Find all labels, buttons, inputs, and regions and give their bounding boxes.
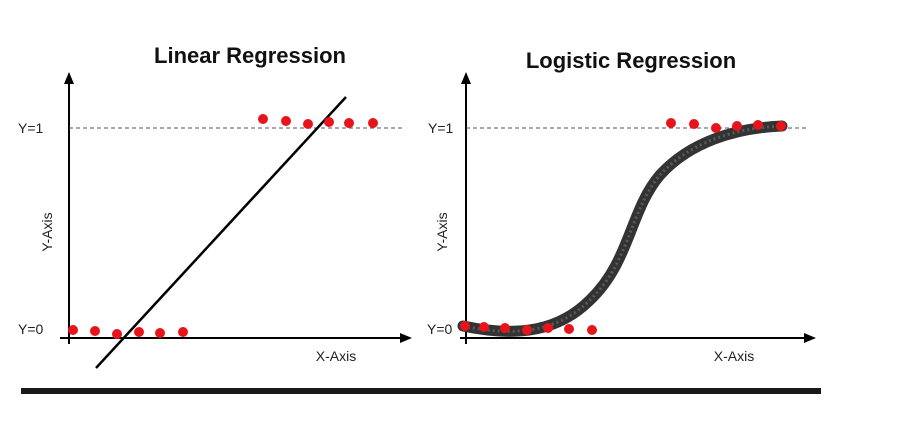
linear-y-axis-label: Y-Axis: [39, 212, 55, 251]
linear-point: [112, 329, 122, 339]
logistic-point: [460, 321, 470, 331]
logistic-sigmoid-texture: [462, 124, 783, 333]
linear-point: [303, 119, 313, 129]
linear-point: [134, 327, 144, 337]
linear-point: [90, 326, 100, 336]
logistic-title: Logistic Regression: [526, 48, 736, 73]
logistic-x-axis-label: X-Axis: [714, 348, 754, 364]
linear-regression-line: [95, 96, 347, 369]
logistic-regression-panel: Logistic Regression Y=1 Y=0 Y-Axis X-Axi…: [427, 48, 816, 364]
linear-y0-label: Y=0: [18, 321, 44, 337]
linear-point: [155, 328, 165, 338]
logistic-y0-label: Y=0: [427, 321, 453, 337]
logistic-point: [711, 123, 721, 133]
logistic-point: [543, 323, 553, 333]
logistic-y-axis-label: Y-Axis: [434, 212, 450, 251]
logistic-point: [666, 118, 676, 128]
logistic-y-axis-arrow: [461, 72, 471, 84]
logistic-point: [522, 325, 532, 335]
logistic-point: [564, 324, 574, 334]
logistic-point: [500, 323, 510, 333]
linear-point: [281, 116, 291, 126]
linear-x-axis-arrow: [400, 333, 412, 343]
logistic-sigmoid-curve: [457, 120, 788, 337]
linear-x-axis-label: X-Axis: [316, 348, 356, 364]
logistic-y1-label: Y=1: [428, 120, 454, 136]
linear-point: [178, 327, 188, 337]
linear-y-axis-arrow: [64, 72, 74, 84]
logistic-point: [732, 121, 742, 131]
linear-y1-label: Y=1: [18, 120, 44, 136]
logistic-x-axis-arrow: [804, 333, 816, 343]
linear-point: [68, 325, 78, 335]
linear-point: [344, 118, 354, 128]
logistic-point: [753, 120, 763, 130]
linear-point: [324, 117, 334, 127]
linear-regression-panel: Linear Regression Y=1 Y=0 Y-Axis X-Axis: [18, 43, 412, 369]
logistic-point: [587, 325, 597, 335]
logistic-point: [689, 119, 699, 129]
logistic-point: [776, 121, 786, 131]
bottom-divider-bar: [21, 388, 821, 394]
logistic-point: [479, 322, 489, 332]
linear-title: Linear Regression: [154, 43, 346, 68]
linear-point: [368, 118, 378, 128]
linear-point: [258, 114, 268, 124]
